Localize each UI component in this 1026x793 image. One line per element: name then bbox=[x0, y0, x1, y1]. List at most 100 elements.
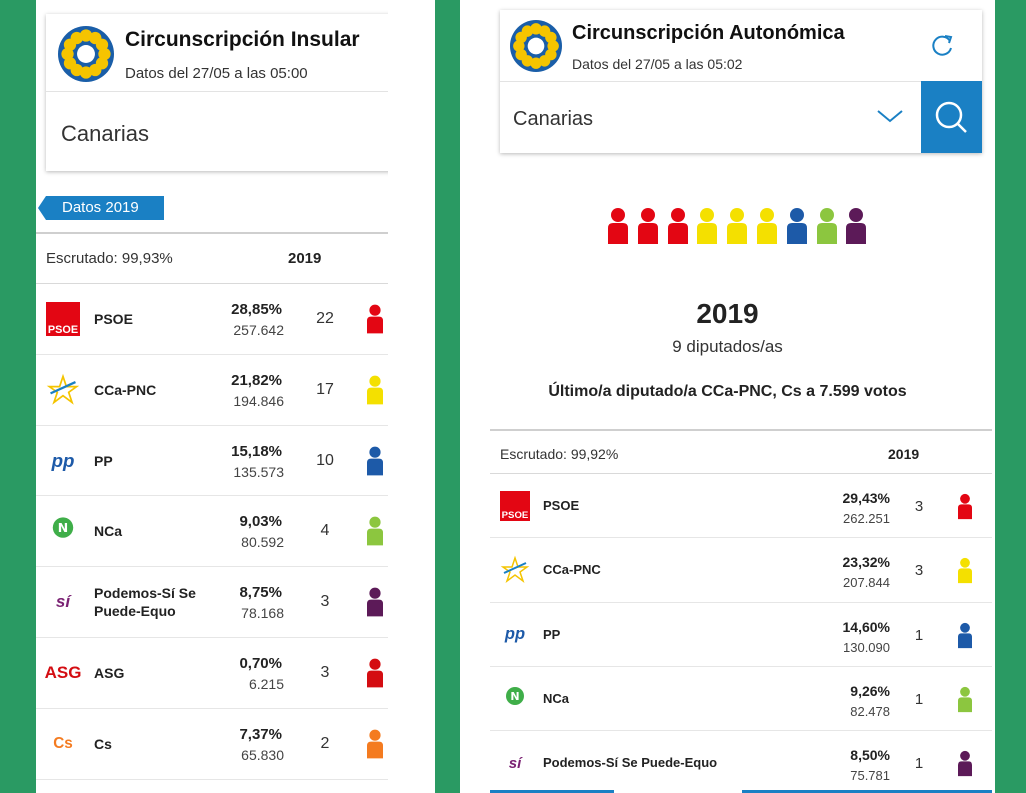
vote-percentage: 15,18% bbox=[231, 442, 282, 460]
vote-percentage: 28,85% bbox=[231, 301, 282, 318]
divider bbox=[36, 283, 388, 284]
party-row[interactable]: sí Podemos-Sí Se Puede-Equo 8,75% 78.168 3 bbox=[36, 567, 388, 638]
vote-percentage: 8,75% bbox=[239, 584, 282, 602]
party-row[interactable]: pp PP 15,18% 135.573 10 bbox=[36, 426, 388, 497]
region-select[interactable]: Canarias bbox=[61, 121, 150, 146]
party-name: ASG bbox=[94, 665, 125, 681]
search-icon bbox=[935, 101, 967, 133]
divider bbox=[490, 429, 992, 431]
autonomica-panel: Circunscripción Autonómica Datos del 27/… bbox=[460, 0, 995, 793]
party-row[interactable]: N NCa 9,03% 80.592 4 bbox=[36, 496, 388, 568]
region-select[interactable]: Canarias bbox=[513, 108, 594, 130]
canarias-logo-icon bbox=[58, 26, 114, 82]
svg-text:N: N bbox=[58, 521, 68, 536]
canarias-logo-icon bbox=[510, 20, 562, 72]
psoe-logo-icon: PSOE bbox=[500, 491, 530, 521]
vote-percentage: 0,70% bbox=[239, 655, 282, 672]
party-name: CCa-PNC bbox=[94, 381, 157, 398]
party-row[interactable]: ASG ASG 0,70% 6.215 3 bbox=[36, 638, 388, 709]
scroll-tab-indicator bbox=[490, 790, 614, 793]
vote-percentage: 23,32% bbox=[842, 554, 890, 571]
background-strip-center bbox=[435, 0, 460, 793]
pp-logo-icon: pp bbox=[504, 625, 526, 644]
seat-count: 1 bbox=[914, 690, 924, 708]
page-title: Circunscripción Insular bbox=[125, 28, 360, 51]
scroll-tab-indicator bbox=[742, 790, 992, 793]
background-strip-left bbox=[0, 0, 36, 793]
header-card: Circunscripción Insular Datos del 27/05 … bbox=[46, 14, 388, 171]
seat-person-icon bbox=[816, 208, 837, 249]
party-row[interactable]: PSOE PSOE 29,43% 262.251 3 bbox=[490, 474, 992, 539]
podemos-logo-icon: sí bbox=[508, 754, 522, 772]
vote-percentage: 29,43% bbox=[842, 490, 890, 506]
deputy-person-icon bbox=[367, 587, 383, 622]
divider bbox=[500, 81, 982, 82]
party-name: CCa-PNC bbox=[543, 562, 601, 578]
refresh-icon[interactable] bbox=[930, 32, 956, 58]
coalicion-canaria-logo-icon bbox=[500, 555, 530, 585]
seat-count: 3 bbox=[320, 664, 330, 681]
vote-percentage: 21,82% bbox=[231, 371, 282, 389]
party-name: Cs bbox=[94, 735, 112, 752]
deputy-person-icon bbox=[958, 750, 972, 782]
party-row[interactable]: Cs Cs 7,37% 65.830 2 bbox=[36, 709, 388, 780]
deputy-person-icon bbox=[367, 446, 383, 481]
vote-count: 257.642 bbox=[233, 322, 284, 338]
deputy-person-icon bbox=[367, 375, 383, 410]
vote-count: 262.251 bbox=[843, 511, 890, 526]
chevron-down-icon[interactable] bbox=[876, 108, 904, 124]
coalicion-canaria-logo-icon bbox=[46, 373, 80, 407]
seat-person-icon bbox=[846, 208, 867, 249]
party-name: PSOE bbox=[94, 311, 133, 327]
party-row[interactable]: CCa-PNC 23,32% 207.844 3 bbox=[490, 538, 992, 603]
result-year: 2019 bbox=[696, 298, 759, 329]
vote-percentage: 7,37% bbox=[239, 725, 282, 743]
scrutiny-status: Escrutado: 99,93% bbox=[46, 250, 173, 267]
seat-count: 3 bbox=[914, 562, 924, 580]
deputy-person-icon bbox=[367, 658, 383, 693]
vote-percentage: 9,26% bbox=[850, 682, 890, 699]
data-timestamp: Datos del 27/05 a las 05:02 bbox=[572, 56, 743, 72]
party-name: PP bbox=[543, 626, 561, 642]
psoe-logo-icon: PSOE bbox=[46, 302, 80, 336]
party-name: PP bbox=[94, 452, 113, 469]
vote-percentage: 8,50% bbox=[850, 747, 890, 764]
vote-percentage: 9,03% bbox=[239, 513, 282, 531]
party-name: Podemos-Sí Se bbox=[94, 585, 196, 602]
party-row[interactable]: PSOE PSOE 28,85% 257.642 22 bbox=[36, 284, 388, 355]
pp-logo-icon: pp bbox=[51, 449, 75, 471]
page-title: Circunscripción Autonómica bbox=[572, 22, 845, 44]
seat-person-icon bbox=[608, 208, 628, 249]
deputy-person-icon bbox=[958, 622, 972, 654]
seat-count: 17 bbox=[316, 380, 334, 398]
tab-datos-2019[interactable]: Datos 2019 bbox=[38, 196, 164, 220]
seat-person-icon bbox=[667, 208, 688, 249]
vote-percentage: 14,60% bbox=[842, 618, 890, 635]
party-name: NCa bbox=[543, 690, 570, 706]
vote-count: 80.592 bbox=[241, 534, 284, 551]
seat-distribution bbox=[608, 208, 868, 248]
deputy-person-icon bbox=[367, 516, 383, 551]
vote-count: 194.846 bbox=[233, 392, 284, 409]
party-row[interactable]: pp PP 14,60% 130.090 1 bbox=[490, 603, 992, 667]
party-row[interactable]: sí Podemos-Sí Se Puede-Equo 8,50% 75.781 1 bbox=[490, 731, 992, 793]
seat-person-icon bbox=[757, 208, 777, 249]
party-name: Podemos-Sí Se Puede-Equo bbox=[543, 755, 718, 771]
vote-count: 207.844 bbox=[843, 575, 890, 591]
tab-arrow-icon bbox=[38, 196, 46, 220]
year-column-header: 2019 bbox=[888, 446, 920, 462]
deputy-person-icon bbox=[958, 493, 972, 525]
seat-person-icon bbox=[727, 208, 748, 249]
party-row[interactable]: N NCa 9,26% 82.478 1 bbox=[490, 667, 992, 732]
party-row[interactable]: CCa-PNC 21,82% 194.846 17 bbox=[36, 355, 388, 426]
asg-logo-icon: ASG bbox=[44, 663, 82, 682]
nueva-canarias-logo-icon: N bbox=[500, 684, 530, 714]
search-button[interactable] bbox=[921, 81, 982, 153]
deputy-person-icon bbox=[958, 557, 972, 589]
vote-count: 82.478 bbox=[850, 703, 890, 719]
seat-count: 1 bbox=[914, 626, 924, 644]
vote-count: 75.781 bbox=[850, 768, 890, 784]
ciudadanos-logo-icon: Cs bbox=[53, 734, 73, 752]
party-name: NCa bbox=[94, 523, 123, 540]
podemos-logo-icon: sí bbox=[55, 592, 71, 612]
